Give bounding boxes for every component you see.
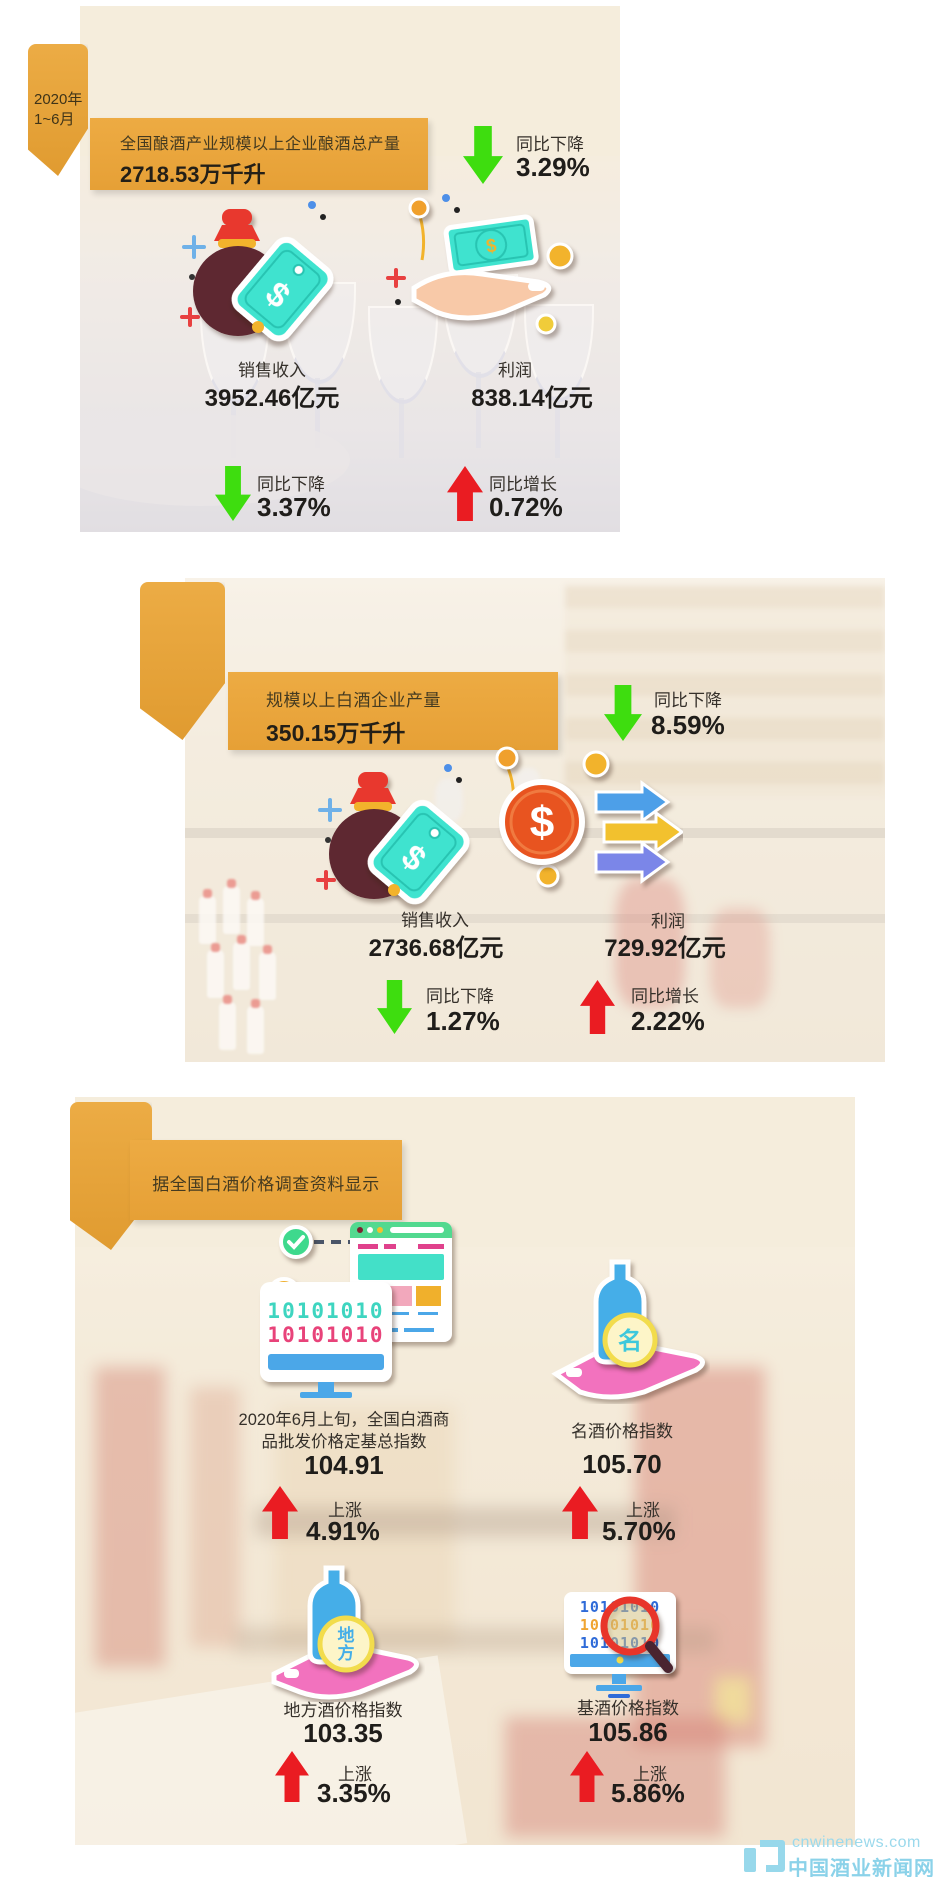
- local-wine-hand-icon: 地 方: [271, 1565, 419, 1700]
- yoy-label: 同比下降: [426, 987, 494, 1006]
- hand-money-icon: $: [386, 194, 574, 335]
- famous-wine-hand-icon: 名: [551, 1259, 705, 1400]
- store-shelves-photo: [75, 1247, 855, 1845]
- stat-label: 销售收入: [238, 361, 306, 380]
- money-bag-price-tag-icon: $: [180, 201, 334, 342]
- panel2-yoy-value: 8.59%: [651, 710, 725, 740]
- stat-value: 729.92亿元: [604, 935, 726, 962]
- stat-label: 销售收入: [401, 911, 469, 930]
- cnwinenews-logo-icon: [744, 1840, 785, 1872]
- stat-value: 103.35: [303, 1718, 383, 1748]
- panel3-title-box: 据全国白酒价格调查资料显示: [130, 1140, 402, 1220]
- yoy-label: 同比增长: [631, 987, 699, 1006]
- svg-text:10101010: 10101010: [580, 1616, 660, 1634]
- svg-text:地: 地: [338, 1625, 355, 1645]
- yoy-value: 2.22%: [631, 1006, 705, 1036]
- svg-text:名: 名: [618, 1327, 642, 1355]
- panel2-value: 350.15万千升: [266, 720, 406, 746]
- yoy-value: 4.91%: [306, 1516, 380, 1546]
- svg-text:$: $: [530, 798, 554, 847]
- yoy-value: 5.86%: [611, 1778, 685, 1808]
- money-bag-price-tag-icon: $: [316, 764, 470, 905]
- panel1-title-box: 全国酿酒产业规模以上企业酿酒总产量 2718.53万千升: [90, 118, 428, 190]
- stat-value: 3952.46亿元: [204, 385, 340, 412]
- stat-value: 105.70: [582, 1449, 662, 1479]
- binary-monitor-magnifier-icon: 10101010 10101010 10101010: [564, 1592, 676, 1698]
- period-line1: 2020年: [34, 91, 83, 108]
- svg-text:10101010: 10101010: [267, 1299, 384, 1323]
- stat-value: 105.86: [588, 1717, 668, 1747]
- stat-value: 838.14亿元: [471, 385, 593, 412]
- yoy-label: 上涨: [338, 1765, 372, 1784]
- panel1-title: 全国酿酒产业规模以上企业酿酒总产量: [120, 136, 401, 153]
- period-tab: 2020年 1~6月: [28, 44, 88, 176]
- stat-label: 基酒价格指数: [577, 1699, 679, 1718]
- panel3-title: 据全国白酒价格调查资料显示: [152, 1175, 380, 1194]
- stat-value: 104.91: [304, 1450, 384, 1480]
- site-url: cnwinenews.com: [792, 1834, 921, 1851]
- svg-text:$: $: [485, 235, 498, 256]
- stat-label-line: 品批发价格定基总指数: [261, 1433, 427, 1451]
- stat-label-line: 2020年6月上旬，全国白酒商: [238, 1411, 450, 1429]
- panel2-title: 规模以上白酒企业产量: [266, 691, 441, 710]
- svg-text:方: 方: [338, 1643, 355, 1663]
- stat-label: 地方酒价格指数: [283, 1701, 403, 1720]
- panel-price-survey: [75, 1097, 855, 1845]
- yoy-label: 上涨: [328, 1501, 362, 1520]
- panel1-yoy-value: 3.29%: [516, 152, 590, 182]
- yoy-value: 1.27%: [426, 1006, 500, 1036]
- svg-text:10101010: 10101010: [267, 1323, 384, 1347]
- binary-monitor-browser-icon: 10101010 10101010: [260, 1222, 452, 1398]
- panel1-yoy-label: 同比下降: [516, 135, 584, 154]
- yoy-value: 3.37%: [257, 492, 331, 522]
- yoy-value: 5.70%: [602, 1516, 676, 1546]
- stat-label: 利润: [651, 912, 685, 931]
- site-name: 中国酒业新闻网: [788, 1858, 935, 1877]
- yoy-label: 同比下降: [257, 475, 325, 494]
- period-line2: 1~6月: [34, 110, 75, 128]
- yoy-value: 3.35%: [317, 1778, 391, 1808]
- stat-value: 2736.68亿元: [368, 935, 504, 962]
- yoy-label: 同比增长: [489, 475, 557, 494]
- panel1-value: 2718.53万千升: [120, 162, 266, 187]
- stat-label: 名酒价格指数: [571, 1422, 673, 1441]
- stat-label: 利润: [498, 361, 532, 380]
- yoy-value: 0.72%: [489, 492, 563, 522]
- yoy-label: 上涨: [633, 1765, 667, 1784]
- dollar-coin-arrows-icon: $: [495, 746, 683, 888]
- panel2-title-box: 规模以上白酒企业产量 350.15万千升: [228, 672, 558, 750]
- panel2-yoy-label: 同比下降: [654, 691, 722, 710]
- yoy-label: 上涨: [626, 1501, 660, 1520]
